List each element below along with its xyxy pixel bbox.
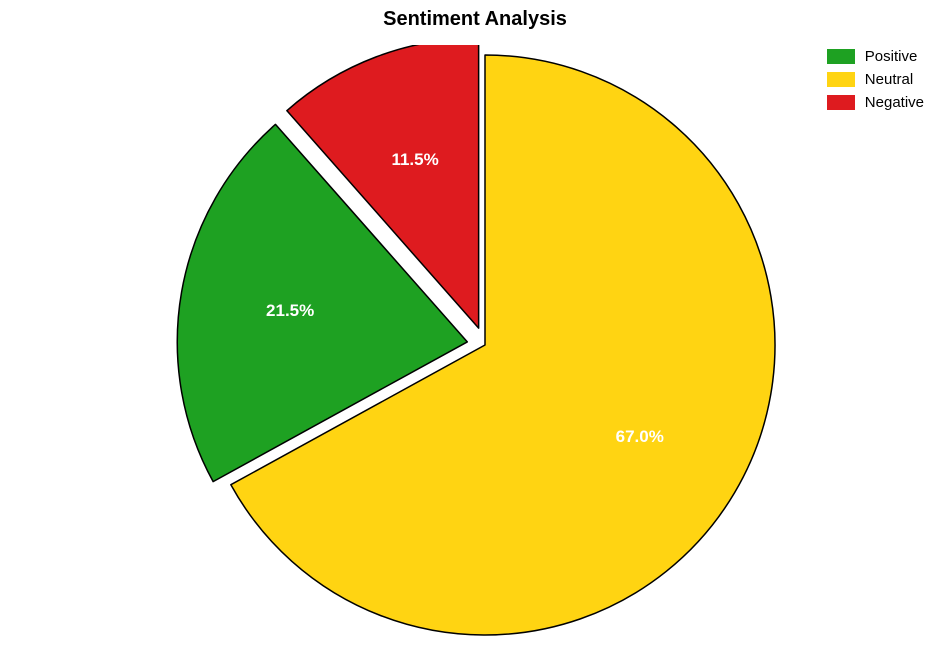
chart-legend: Positive Neutral Negative: [827, 48, 924, 117]
legend-swatch-neutral: [827, 72, 855, 87]
legend-item-neutral: Neutral: [827, 71, 924, 88]
legend-item-negative: Negative: [827, 94, 924, 111]
legend-label-positive: Positive: [865, 48, 918, 65]
slice-label-neutral: 67.0%: [616, 427, 664, 447]
legend-label-neutral: Neutral: [865, 71, 913, 88]
slice-label-negative: 11.5%: [391, 150, 438, 170]
chart-title: Sentiment Analysis: [0, 8, 950, 31]
legend-swatch-negative: [827, 95, 855, 110]
sentiment-pie-chart: Sentiment Analysis Positive Neutral Nega…: [0, 0, 950, 662]
pie-chart-svg: [175, 45, 795, 665]
legend-item-positive: Positive: [827, 48, 924, 65]
slice-label-positive: 21.5%: [266, 301, 314, 321]
legend-label-negative: Negative: [865, 94, 924, 111]
legend-swatch-positive: [827, 49, 855, 64]
